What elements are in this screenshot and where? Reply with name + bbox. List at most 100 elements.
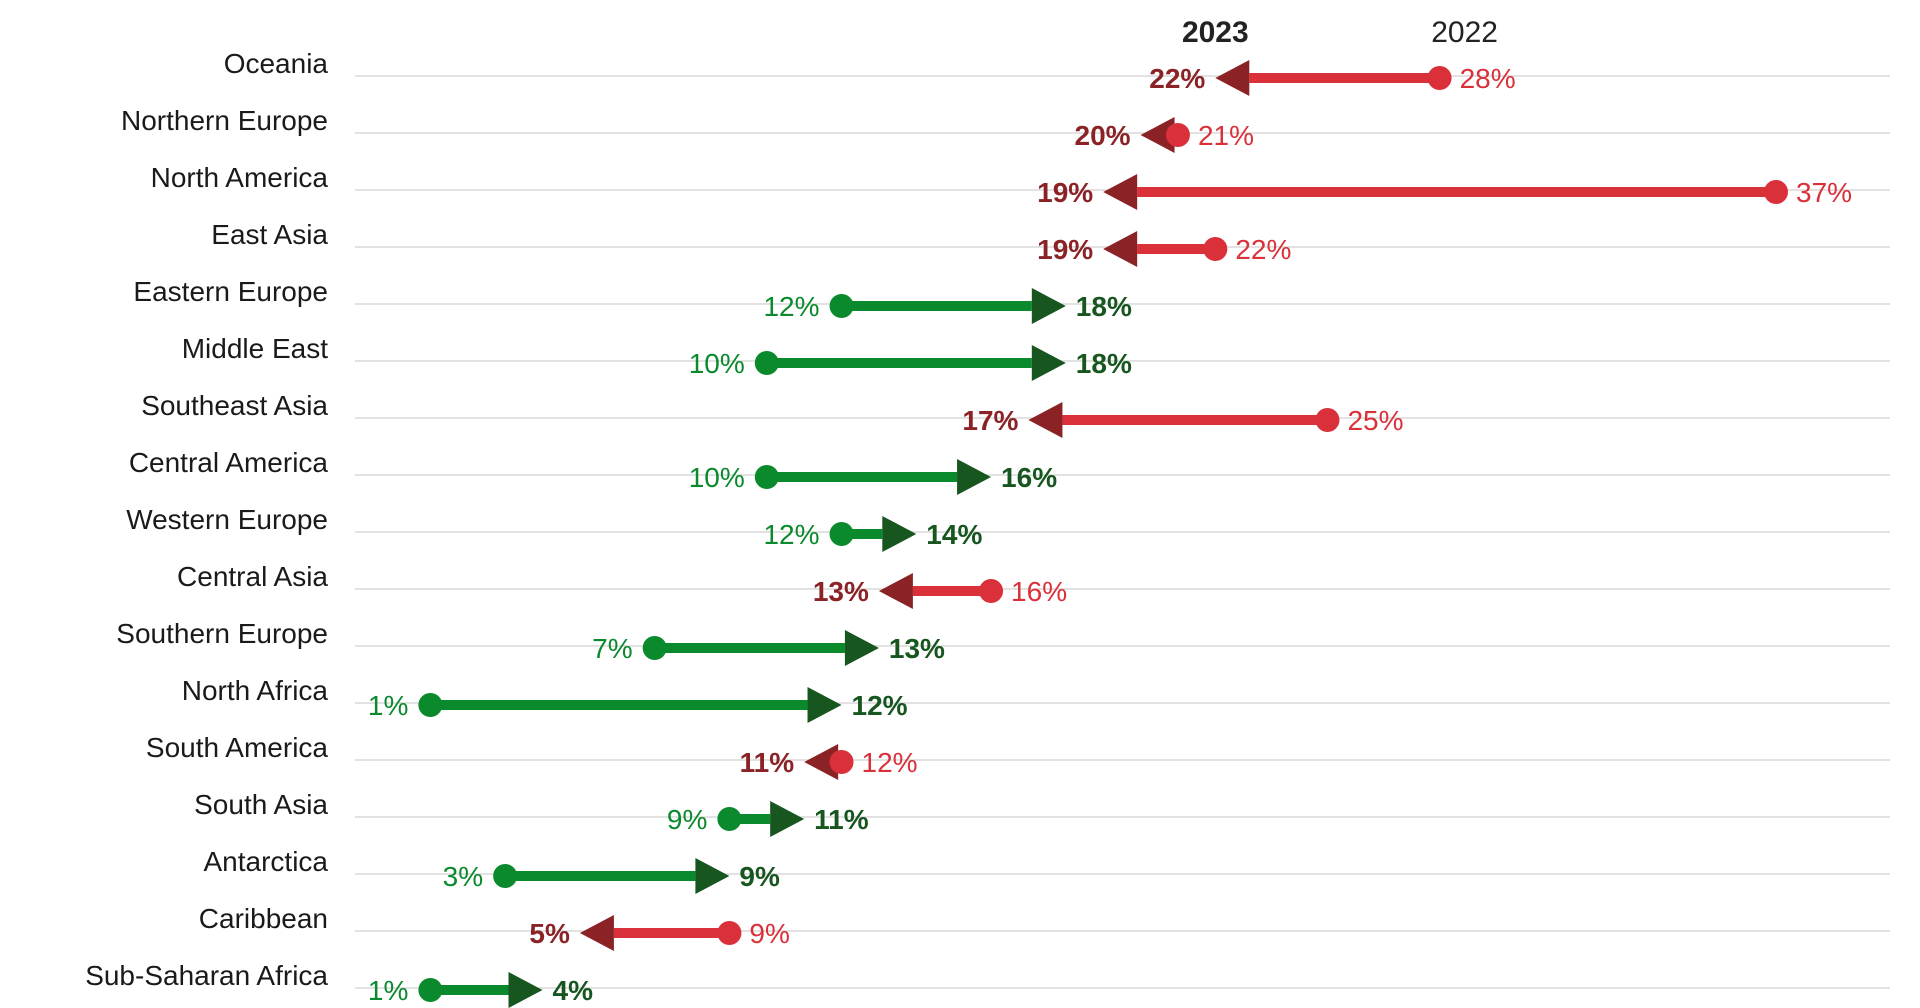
value-label-2023: 12% xyxy=(852,690,908,721)
category-label: Sub-Saharan Africa xyxy=(85,960,328,991)
value-label-2022: 3% xyxy=(443,861,483,892)
category-label: East Asia xyxy=(211,219,328,250)
category-label: Western Europe xyxy=(126,504,328,535)
value-label-2022: 12% xyxy=(763,291,819,322)
value-label-2022: 10% xyxy=(689,462,745,493)
year-headers: 2023 2022 xyxy=(1182,16,1498,49)
value-label-2023: 22% xyxy=(1149,63,1205,94)
row-northern-europe: Northern Europe 21% 20% xyxy=(121,105,1890,153)
dot-2022 xyxy=(1764,180,1788,204)
value-label-2022: 28% xyxy=(1460,63,1516,94)
arrow-2023 xyxy=(770,801,805,837)
arrow-2023 xyxy=(844,630,879,666)
row-south-asia: South Asia 9% 11% xyxy=(194,789,1890,837)
value-label-2022: 12% xyxy=(862,747,918,778)
arrow-2023 xyxy=(508,972,543,1008)
arrow-2023 xyxy=(1031,345,1066,381)
dot-2022 xyxy=(1315,408,1340,432)
dot-2022 xyxy=(642,636,667,660)
category-label: Central America xyxy=(129,447,329,478)
row-sub-saharan-africa: Sub-Saharan Africa 1% 4% xyxy=(85,960,1890,1008)
dot-2022 xyxy=(493,864,518,888)
dot-2022 xyxy=(1165,123,1190,147)
category-label: Southern Europe xyxy=(116,618,328,649)
legend-year-2023: 2023 xyxy=(1182,16,1249,49)
value-label-2022: 22% xyxy=(1235,234,1291,265)
arrow-2023 xyxy=(695,858,730,894)
row-oceania: Oceania 28% 22% xyxy=(224,48,1890,96)
category-label: Eastern Europe xyxy=(133,276,328,307)
dot-2022 xyxy=(717,921,742,945)
row-south-america: South America 12% 11% xyxy=(146,732,1890,780)
dot-2022 xyxy=(1427,66,1452,90)
value-label-2022: 37% xyxy=(1796,177,1852,208)
row-western-europe: Western Europe 12% 14% xyxy=(126,504,1890,552)
legend-year-2022: 2022 xyxy=(1431,16,1498,49)
dot-2022 xyxy=(418,693,443,717)
dot-2022 xyxy=(418,978,443,1002)
value-label-2023: 13% xyxy=(889,633,945,664)
value-label-2022: 21% xyxy=(1198,120,1254,151)
row-middle-east: Middle East 10% 18% xyxy=(182,333,1890,381)
dot-2022 xyxy=(717,807,742,831)
dot-2022 xyxy=(1203,237,1228,261)
value-label-2022: 1% xyxy=(368,975,408,1006)
arrow-2023 xyxy=(1103,174,1138,210)
value-label-2022: 16% xyxy=(1011,576,1067,607)
row-caribbean: Caribbean 9% 5% xyxy=(199,903,1890,951)
category-label: North America xyxy=(151,162,329,193)
value-label-2022: 12% xyxy=(763,519,819,550)
dot-2022 xyxy=(754,351,779,375)
row-central-america: Central America 10% 16% xyxy=(129,447,1890,495)
category-label: Southeast Asia xyxy=(141,390,328,421)
row-north-africa: North Africa 1% 12% xyxy=(182,675,1890,723)
arrow-2023 xyxy=(1215,60,1250,96)
row-eastern-europe: Eastern Europe 12% 18% xyxy=(133,276,1890,324)
row-north-america: North America 37% 19% xyxy=(151,162,1890,210)
category-label: South America xyxy=(146,732,329,763)
dot-2022 xyxy=(754,465,779,489)
category-label: Oceania xyxy=(224,48,329,79)
value-label-2023: 20% xyxy=(1075,120,1131,151)
arrow-2023 xyxy=(878,573,913,609)
dot-2022 xyxy=(979,579,1004,603)
value-label-2023: 13% xyxy=(813,576,869,607)
row-antarctica: Antarctica 3% 9% xyxy=(204,846,1890,894)
row-east-asia: East Asia 22% 19% xyxy=(211,219,1890,267)
value-label-2023: 4% xyxy=(553,975,594,1006)
value-label-2023: 19% xyxy=(1037,234,1093,265)
category-label: North Africa xyxy=(182,675,329,706)
category-label: Antarctica xyxy=(204,846,329,877)
arrow-2023 xyxy=(1103,231,1138,267)
category-label: Northern Europe xyxy=(121,105,328,136)
row-southern-europe: Southern Europe 7% 13% xyxy=(116,618,1890,666)
value-label-2023: 11% xyxy=(814,804,869,835)
value-label-2022: 9% xyxy=(749,918,789,949)
category-label: Central Asia xyxy=(177,561,328,592)
value-label-2023: 16% xyxy=(1001,462,1057,493)
dot-2022 xyxy=(829,294,854,318)
value-label-2023: 19% xyxy=(1037,177,1093,208)
dot-2022 xyxy=(829,750,854,774)
dot-2022 xyxy=(829,522,854,546)
arrow-2023 xyxy=(579,915,614,951)
value-label-2022: 25% xyxy=(1347,405,1403,436)
category-label: Middle East xyxy=(182,333,329,364)
arrow-2023 xyxy=(1031,288,1066,324)
category-label: Caribbean xyxy=(199,903,328,934)
value-label-2023: 18% xyxy=(1076,291,1132,322)
value-label-2023: 5% xyxy=(529,918,570,949)
value-label-2022: 9% xyxy=(667,804,707,835)
arrow-2023 xyxy=(1028,402,1063,438)
value-label-2022: 10% xyxy=(689,348,745,379)
value-label-2023: 14% xyxy=(926,519,982,550)
category-label: South Asia xyxy=(194,789,328,820)
value-label-2022: 1% xyxy=(368,690,408,721)
value-label-2023: 17% xyxy=(962,405,1018,436)
arrow-2023 xyxy=(807,687,842,723)
arrow-2023 xyxy=(1140,117,1175,153)
value-label-2023: 9% xyxy=(739,861,780,892)
arrow-2023 xyxy=(882,516,917,552)
row-central-asia: Central Asia 16% 13% xyxy=(177,561,1890,609)
